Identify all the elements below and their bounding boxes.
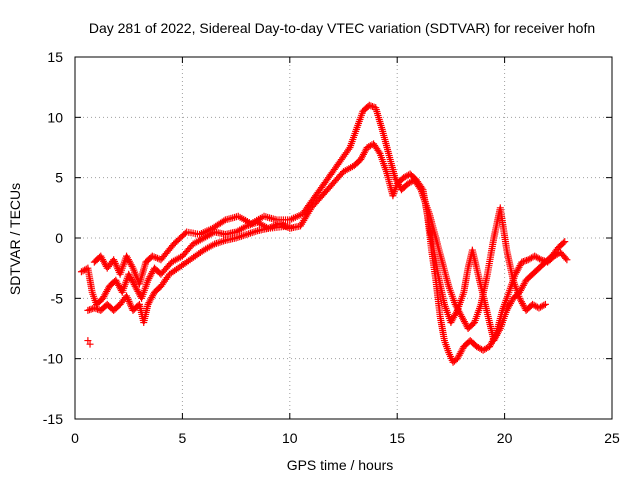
data-point-track-upper: [416, 184, 424, 192]
data-point-track-main: [523, 256, 531, 264]
data-point-track-upper: [128, 262, 136, 270]
axis-ticks: [74, 56, 613, 420]
data-point-track-lower: [85, 306, 93, 314]
x-tick-label: 25: [604, 430, 620, 446]
y-tick-label: 5: [55, 170, 63, 186]
x-tick-label: 20: [497, 430, 513, 446]
data-point-track-upper: [152, 254, 160, 262]
y-tick-label: 10: [47, 109, 63, 125]
data-point-track-lower: [198, 247, 206, 255]
y-tick-label: -5: [51, 290, 64, 306]
data-point-track-upper: [367, 102, 375, 110]
y-tick-label: 0: [55, 230, 63, 246]
data-point-track-main: [521, 257, 529, 265]
data-point-track-main: [562, 254, 570, 262]
y-axis-label: SDTVAR / TECUs: [7, 183, 23, 295]
y-tick-label: 15: [47, 49, 63, 65]
y-tick-label: -10: [43, 351, 63, 367]
data-point-track-upper: [559, 239, 567, 247]
data-point-outliers: [84, 337, 92, 345]
data-point-track-lower: [92, 305, 100, 313]
data-point-track-main: [537, 256, 545, 264]
y-tick-label: -15: [43, 411, 63, 427]
chart-title: Day 281 of 2022, Sidereal Day-to-day VTE…: [89, 20, 595, 36]
data-point-track-main: [518, 258, 526, 266]
data-point-track-main: [519, 258, 527, 266]
data-point-track-upper: [365, 101, 373, 109]
x-tick-label: 5: [179, 430, 187, 446]
data-point-track-lower: [84, 306, 92, 314]
axis-tick-labels: 0 5 10 15 20 25 -15 -10 -5 0 5 10 15: [43, 49, 620, 446]
data-point-track-lower: [90, 304, 98, 312]
x-tick-label: 15: [389, 430, 405, 446]
data-point-track-upper: [345, 145, 353, 153]
x-tick-label: 0: [71, 430, 79, 446]
data-point-track-lower: [541, 300, 549, 308]
data-point-track-upper: [148, 252, 156, 260]
data-point-track-upper: [150, 253, 158, 261]
data-point-track-main: [536, 255, 544, 263]
data-points: [77, 101, 571, 366]
data-point-track-lower: [286, 222, 294, 230]
data-point-track-upper: [561, 238, 569, 246]
data-point-track-lower: [87, 305, 95, 313]
data-point-track-upper: [368, 102, 376, 110]
data-point-track-lower: [540, 301, 548, 309]
data-point-track-upper: [495, 326, 503, 334]
x-tick-label: 10: [282, 430, 298, 446]
x-axis-label: GPS time / hours: [287, 457, 394, 473]
data-point-track-main: [563, 256, 571, 264]
data-point-track-upper: [155, 255, 163, 263]
data-point-track-upper: [220, 217, 228, 225]
data-point-track-main: [375, 148, 383, 156]
data-point-outliers: [86, 340, 94, 348]
